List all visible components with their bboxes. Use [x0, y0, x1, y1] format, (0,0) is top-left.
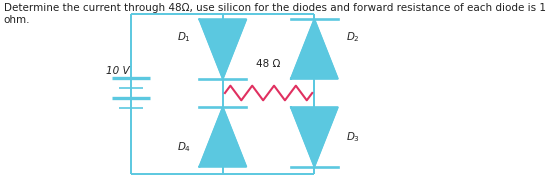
- Text: $D_1$: $D_1$: [177, 30, 191, 44]
- Text: $D_3$: $D_3$: [346, 130, 361, 144]
- Text: $D_4$: $D_4$: [176, 141, 191, 154]
- Polygon shape: [199, 19, 246, 79]
- Polygon shape: [199, 107, 246, 167]
- Text: 48 Ω: 48 Ω: [256, 59, 281, 69]
- Text: 10 V: 10 V: [106, 66, 129, 76]
- Text: $D_2$: $D_2$: [346, 30, 360, 44]
- Text: Determine the current through 48Ω, use silicon for the diodes and forward resist: Determine the current through 48Ω, use s…: [3, 3, 545, 25]
- Polygon shape: [291, 19, 338, 79]
- Polygon shape: [291, 107, 338, 167]
